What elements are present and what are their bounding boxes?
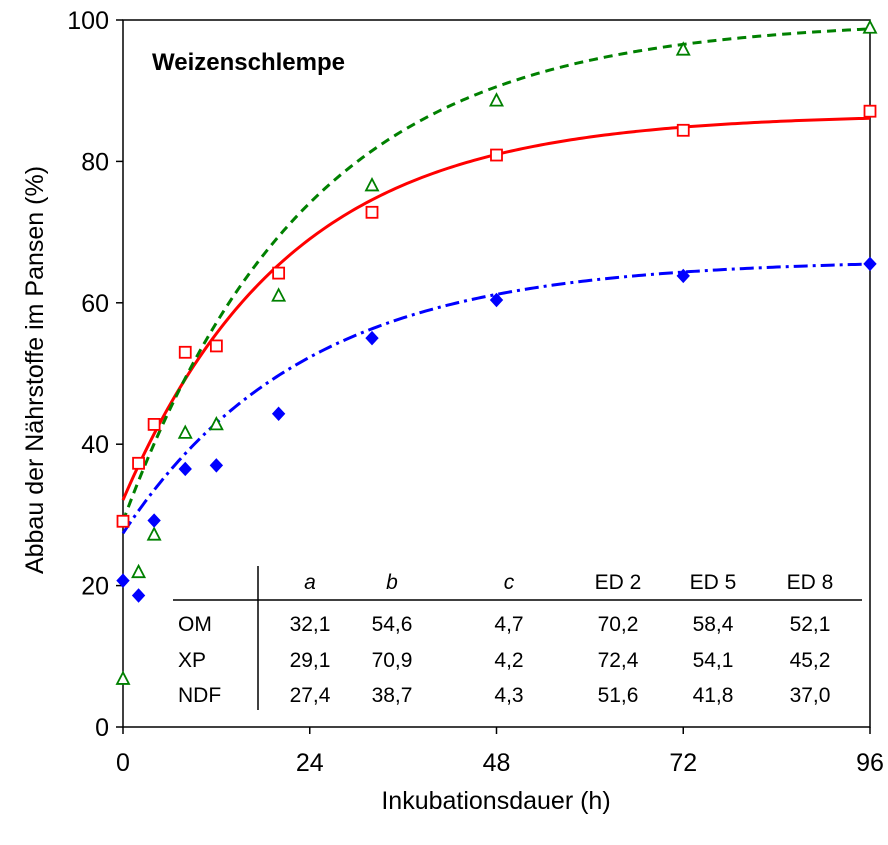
x-axis-label: Inkubationsdauer (h) [381, 787, 610, 815]
table-cell: 29,1 [290, 649, 331, 672]
data-point-om [490, 148, 503, 162]
data-point-xp [489, 92, 504, 107]
table-cell: 4,2 [494, 649, 523, 672]
y-tick-label: 100 [67, 7, 109, 35]
table-cell: 45,2 [790, 649, 831, 672]
data-point-xp [146, 526, 162, 541]
table-cell: 52,1 [790, 613, 831, 636]
table-cell: 32,1 [290, 613, 331, 636]
data-point-ndf [131, 588, 146, 603]
data-point-xp [131, 563, 147, 579]
axes: 0 20 40 60 80 100 0 24 48 72 96 [67, 7, 884, 777]
data-point-om [863, 104, 877, 118]
data-point-xp [208, 415, 224, 431]
data-point-xp [115, 670, 131, 685]
y-tick-label: 0 [95, 714, 109, 742]
data-point-xp [675, 41, 691, 56]
table-cell: 54,1 [693, 649, 734, 672]
data-point-xp [862, 19, 878, 34]
y-tick-label: 20 [81, 573, 109, 601]
data-point-xp [177, 424, 193, 439]
data-point-ndf [178, 461, 192, 477]
y-axis-label: Abbau der Nährstoffe im Pansen (%) [21, 166, 49, 574]
fit-curve-om [121, 116, 871, 501]
table-header-cell: c [504, 571, 515, 594]
data-point-ndf [365, 330, 379, 346]
table-header-cell: ED 8 [787, 571, 834, 594]
x-tick-label: 0 [116, 749, 130, 777]
table-row-label: OM [178, 613, 212, 636]
table-cell: 27,4 [290, 684, 331, 707]
table-cell: 51,6 [598, 684, 639, 707]
data-point-ndf [147, 513, 161, 528]
table-header-cell: a [304, 571, 316, 594]
data-point-xp [271, 287, 287, 302]
table-cell: 41,8 [693, 684, 734, 707]
data-point-ndf [676, 268, 690, 284]
chart-title: Weizenschlempe [152, 49, 345, 76]
table-cell: 37,0 [790, 684, 831, 707]
y-tick-label: 40 [81, 431, 109, 459]
table-cell: 38,7 [372, 684, 413, 707]
data-point-xp [364, 176, 380, 192]
data-point-om [116, 514, 130, 528]
table-cell: 54,6 [372, 613, 413, 636]
table-cell: 4,7 [494, 613, 523, 636]
table-cell: 72,4 [598, 649, 639, 672]
data-point-ndf [489, 292, 504, 308]
x-tick-label: 72 [669, 749, 697, 777]
y-tick-label: 80 [81, 148, 109, 176]
data-point-om [676, 123, 690, 137]
data-point-ndf [271, 406, 286, 422]
table-cell: 58,4 [693, 613, 734, 636]
table-header-cell: b [386, 571, 398, 594]
data-point-ndf [863, 256, 877, 272]
table-row-label: NDF [178, 684, 221, 707]
data-point-om [209, 339, 223, 353]
data-point-om [365, 205, 379, 219]
table-cell: 70,9 [372, 649, 413, 672]
data-point-om [178, 345, 192, 359]
y-tick-label: 60 [81, 290, 109, 318]
table-cell: 4,3 [494, 684, 523, 707]
data-point-om [132, 456, 145, 470]
x-tick-label: 96 [856, 749, 884, 777]
table-row-label: XP [178, 649, 206, 672]
table-cell: 70,2 [598, 613, 639, 636]
table-header-cell: ED 2 [595, 571, 642, 594]
x-tick-label: 24 [296, 749, 324, 777]
table-header-cell: ED 5 [690, 571, 737, 594]
fit-curve-xp [121, 27, 871, 522]
parameter-table: a b c ED 2 ED 5 ED 8 OM 32,1 54,6 4,7 70,2 58,4 52,1… [173, 566, 862, 710]
x-tick-label: 48 [483, 749, 511, 777]
data-point-ndf [209, 458, 224, 473]
data-points [115, 19, 878, 685]
fit-curve-ndf [121, 262, 871, 535]
data-point-ndf [116, 573, 130, 588]
data-point-om [272, 266, 286, 280]
data-point-om [147, 418, 161, 431]
